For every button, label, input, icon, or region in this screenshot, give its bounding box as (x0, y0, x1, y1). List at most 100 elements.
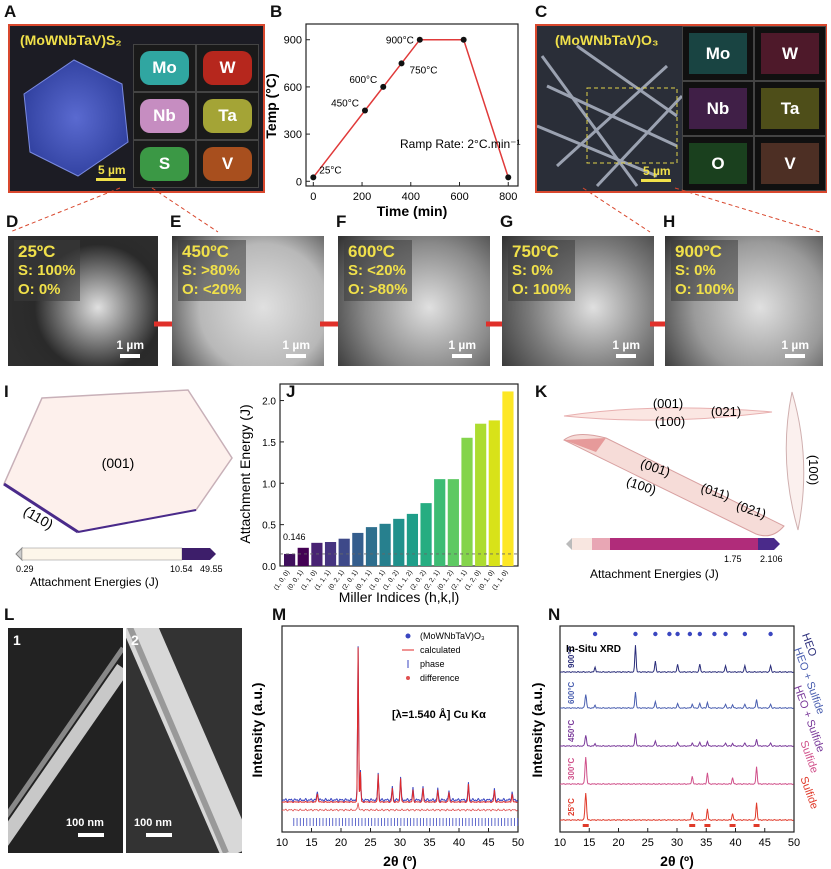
sem-sulfur: S: 0% (512, 262, 553, 279)
eds-label-ta: Ta (780, 98, 800, 118)
svg-text:35: 35 (700, 837, 712, 849)
sem-temp: 25ºC (18, 242, 56, 261)
trace-temp-3: 300°C (567, 757, 576, 780)
wavelength-annotation: [λ=1.540 Å] Cu Kα (392, 708, 486, 721)
svg-text:0: 0 (296, 176, 302, 188)
heo-marker (687, 631, 693, 637)
sem-oxygen: O: 100% (512, 281, 572, 298)
svg-text:15: 15 (583, 837, 595, 849)
svg-text:40: 40 (729, 837, 741, 849)
sem-image-600c: 600ºC S: <20% O: >80% 1 µm (338, 236, 490, 366)
chart-b-ylabel: Temp (°C) (263, 73, 279, 138)
sem-temp: 750ºC (512, 242, 559, 261)
heo-marker (768, 631, 773, 637)
face-001-label: (001) (102, 455, 135, 471)
sem-image-900c: 900ºC S: 0% O: 100% 1 µm (665, 236, 823, 366)
eds-label-mo: Mo (152, 58, 177, 77)
heo-marker (742, 631, 748, 637)
sem-oxygen: O: >80% (348, 281, 408, 298)
difference-pattern (281, 802, 518, 812)
min-value-annotation: 0.146 (283, 532, 306, 542)
cb-i-mid: 10.54 (170, 564, 193, 574)
sem-image-25c: 25ºC S: 100% O: 0% 1 µm (8, 236, 158, 366)
svg-text:0: 0 (310, 191, 316, 203)
eds-map-mo: Mo (133, 44, 196, 92)
heo-marker (592, 631, 598, 637)
hexagon-flake-image (23, 59, 129, 177)
eds-map-w: W (754, 26, 826, 81)
sem-temp: 600ºC (348, 242, 395, 261)
temp-point (460, 36, 467, 43)
temp-point-label: 900°C (386, 36, 414, 47)
chart-j-ylabel: Attachment Energy (J) (237, 404, 253, 543)
eds-map-nb: Nb (682, 81, 754, 136)
svg-text:900: 900 (284, 35, 302, 47)
sem-scale-bar: 1 µm (116, 338, 144, 358)
cb-i-label: Attachment Energies (J) (30, 575, 159, 589)
bar-1 (297, 547, 309, 566)
sulfide-marker (753, 824, 760, 827)
panel-c-scale-bar (641, 179, 671, 182)
xrd-trace-0 (559, 645, 794, 674)
temp-point (505, 174, 512, 181)
svg-text:10: 10 (554, 837, 566, 849)
attachment-energy-bar-chart: 0.00.51.01.52.0 (1, 0, 0)(0, 0, 1)(1, 1,… (237, 383, 519, 605)
svg-text:600: 600 (284, 82, 302, 94)
sem-image-450c: 450ºC S: >80% O: <20% 1 µm (172, 236, 324, 366)
heo-marker (667, 631, 672, 637)
svg-text:30: 30 (394, 837, 406, 849)
chart-m-ylabel: Intensity (a.u.) (250, 683, 265, 778)
bar-13 (461, 437, 473, 566)
temp-point-label: 450°C (331, 99, 359, 110)
sulfide-marker (689, 824, 696, 827)
tem-1-scale: 100 nm (66, 817, 104, 829)
chart-b-frame (305, 23, 519, 187)
svg-text:30: 30 (671, 837, 683, 849)
bar-14 (475, 423, 487, 566)
svg-text:phase: phase (420, 659, 445, 669)
eds-map-ta: Ta (196, 92, 259, 140)
temp-point-label: 600°C (349, 75, 377, 86)
eds-map-ta: Ta (754, 81, 826, 136)
eds-label-o: O (711, 153, 725, 173)
temp-point (380, 83, 387, 90)
svg-text:50: 50 (512, 837, 524, 849)
nanorod-sem-image (537, 44, 682, 188)
panel-label-m: M (272, 605, 287, 624)
svg-text:20: 20 (335, 837, 347, 849)
ramp-rate-label: Ramp Rate: 2°C.min⁻¹ (400, 137, 521, 151)
heo-marker (633, 631, 638, 637)
svg-text:300: 300 (284, 129, 302, 141)
bar-6 (365, 527, 378, 566)
panel-label-h: H (663, 212, 676, 231)
facet-label: (021) (711, 404, 741, 419)
facet-label: (100) (806, 455, 821, 485)
sem-sulfur: S: >80% (182, 262, 240, 279)
eds-label-mo: Mo (705, 43, 731, 63)
cb-k-max: 2.106 (760, 554, 783, 564)
trace-temp-4: 25°C (567, 798, 576, 816)
bar-2 (311, 542, 323, 566)
sem-temp: 900ºC (675, 242, 722, 261)
temp-point-label: 25°C (319, 165, 341, 176)
eds-label-w: W (219, 58, 236, 77)
bar-10 (420, 503, 432, 566)
eds-map-mo: Mo (682, 26, 754, 81)
eds-map-s: S (133, 140, 196, 188)
trace-temp-2: 450°C (567, 719, 576, 742)
panel-c-title: (MoWNbTaV)O₃ (555, 32, 659, 48)
bar-15 (488, 420, 500, 566)
panel-label-k: K (535, 382, 548, 401)
sem-temp: 450ºC (182, 242, 229, 261)
bar-7 (379, 523, 391, 566)
bar-12 (447, 479, 459, 566)
xrd-trace-2 (559, 733, 794, 748)
tem-1-label: 1 (13, 632, 21, 648)
bar-5 (352, 532, 364, 566)
sem-oxygen: O: 100% (675, 281, 735, 298)
trace-temp-1: 600°C (567, 681, 576, 704)
panel-c-eds-map: (MoWNbTaV)O₃ 5 µm Mo W Nb Ta O V (535, 24, 827, 193)
facet-label: (100) (655, 414, 685, 429)
sulfide-marker (729, 824, 736, 827)
